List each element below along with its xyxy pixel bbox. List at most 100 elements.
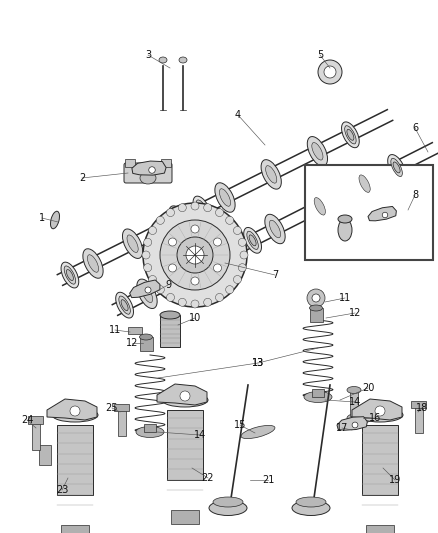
Ellipse shape: [296, 497, 326, 507]
Circle shape: [382, 212, 388, 218]
Circle shape: [240, 251, 248, 259]
Circle shape: [307, 289, 325, 307]
Bar: [125, 159, 135, 167]
Text: 17: 17: [336, 423, 348, 433]
Ellipse shape: [50, 211, 60, 229]
Circle shape: [233, 227, 241, 235]
Circle shape: [238, 238, 246, 246]
Ellipse shape: [119, 296, 131, 314]
Ellipse shape: [347, 413, 373, 423]
Ellipse shape: [123, 229, 143, 259]
Text: 10: 10: [189, 313, 201, 323]
Circle shape: [70, 406, 80, 416]
Circle shape: [180, 391, 190, 401]
Ellipse shape: [173, 212, 184, 229]
Ellipse shape: [312, 142, 323, 160]
Ellipse shape: [193, 196, 211, 222]
Text: 6: 6: [412, 123, 418, 133]
Circle shape: [145, 287, 151, 293]
Bar: [39, 445, 51, 465]
Ellipse shape: [338, 219, 352, 241]
Ellipse shape: [249, 235, 256, 246]
Ellipse shape: [141, 285, 152, 303]
Bar: [118, 408, 126, 436]
Bar: [161, 159, 171, 167]
Circle shape: [144, 238, 152, 246]
Text: 23: 23: [56, 485, 68, 495]
Circle shape: [324, 66, 336, 78]
Circle shape: [166, 294, 174, 302]
Circle shape: [215, 294, 223, 302]
Bar: [366, 525, 394, 533]
Ellipse shape: [310, 305, 322, 311]
Ellipse shape: [338, 215, 352, 223]
Ellipse shape: [220, 237, 240, 266]
Ellipse shape: [388, 155, 406, 180]
Circle shape: [148, 276, 156, 284]
Circle shape: [144, 264, 152, 272]
Bar: [411, 401, 426, 408]
Circle shape: [226, 216, 233, 224]
Circle shape: [191, 225, 199, 233]
Ellipse shape: [304, 392, 332, 402]
Circle shape: [156, 286, 164, 294]
Ellipse shape: [136, 426, 164, 438]
Circle shape: [178, 204, 186, 212]
Bar: [350, 390, 358, 416]
Bar: [114, 404, 129, 411]
Text: 24: 24: [21, 415, 33, 425]
Ellipse shape: [393, 162, 400, 173]
Ellipse shape: [213, 497, 243, 507]
Polygon shape: [352, 399, 402, 420]
Ellipse shape: [116, 292, 134, 318]
Text: 16: 16: [369, 413, 381, 423]
Bar: [171, 510, 199, 524]
Ellipse shape: [359, 175, 370, 192]
Bar: [28, 416, 43, 424]
Ellipse shape: [247, 231, 258, 249]
Ellipse shape: [121, 300, 128, 311]
Ellipse shape: [139, 334, 152, 340]
Bar: [57, 425, 93, 495]
Ellipse shape: [88, 255, 99, 272]
Ellipse shape: [159, 57, 167, 63]
Ellipse shape: [64, 266, 76, 284]
Circle shape: [156, 216, 164, 224]
Ellipse shape: [215, 183, 235, 212]
Text: 7: 7: [272, 270, 278, 280]
Text: 11: 11: [339, 293, 351, 303]
Polygon shape: [337, 417, 367, 430]
Ellipse shape: [347, 386, 361, 393]
Text: 22: 22: [202, 473, 214, 483]
Bar: [362, 425, 398, 495]
Circle shape: [149, 167, 155, 173]
Text: 11: 11: [109, 325, 121, 335]
Ellipse shape: [391, 158, 403, 176]
Text: 5: 5: [317, 50, 323, 60]
Text: 25: 25: [106, 403, 118, 413]
Circle shape: [143, 203, 247, 307]
Circle shape: [318, 60, 342, 84]
Bar: [128, 327, 142, 334]
Text: 21: 21: [262, 475, 274, 485]
Ellipse shape: [179, 57, 187, 63]
Circle shape: [191, 202, 199, 210]
Text: 15: 15: [234, 420, 246, 430]
Circle shape: [142, 251, 150, 259]
Circle shape: [233, 276, 241, 284]
Circle shape: [178, 298, 186, 306]
Text: 18: 18: [416, 403, 428, 413]
Text: 3: 3: [145, 50, 151, 60]
Polygon shape: [47, 399, 97, 420]
Ellipse shape: [347, 130, 354, 140]
Circle shape: [226, 286, 233, 294]
Circle shape: [215, 208, 223, 216]
Bar: [144, 424, 156, 432]
Polygon shape: [132, 161, 166, 175]
Circle shape: [169, 238, 177, 246]
Ellipse shape: [342, 122, 359, 148]
Ellipse shape: [169, 206, 189, 236]
Circle shape: [375, 406, 385, 416]
Ellipse shape: [137, 279, 157, 309]
Ellipse shape: [127, 235, 138, 253]
